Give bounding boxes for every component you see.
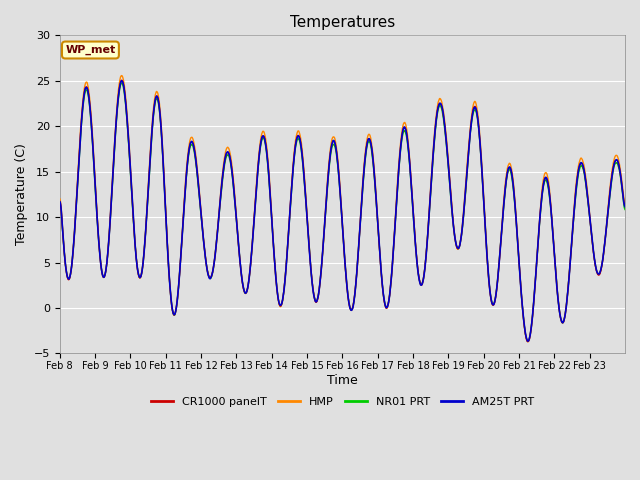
- Text: WP_met: WP_met: [65, 45, 116, 55]
- X-axis label: Time: Time: [327, 374, 358, 387]
- Y-axis label: Temperature (C): Temperature (C): [15, 144, 28, 245]
- Title: Temperatures: Temperatures: [290, 15, 395, 30]
- Legend: CR1000 panelT, HMP, NR01 PRT, AM25T PRT: CR1000 panelT, HMP, NR01 PRT, AM25T PRT: [146, 393, 538, 411]
